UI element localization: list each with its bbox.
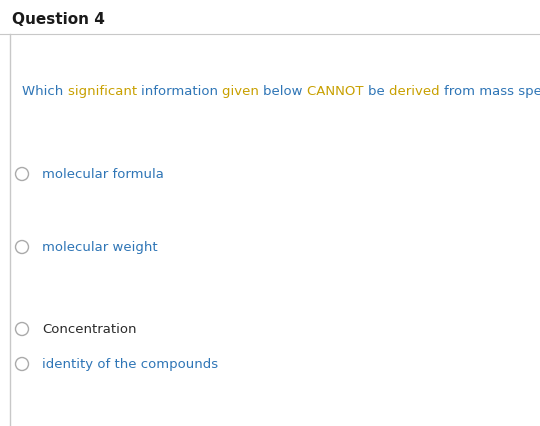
Text: below: below — [264, 85, 307, 98]
Text: molecular formula: molecular formula — [42, 168, 164, 181]
Text: Question 4: Question 4 — [12, 12, 105, 27]
Text: significant: significant — [68, 85, 141, 98]
Text: from mass spectra?: from mass spectra? — [444, 85, 540, 98]
Text: Which: Which — [22, 85, 68, 98]
Text: CANNOT: CANNOT — [307, 85, 368, 98]
Text: given: given — [222, 85, 264, 98]
Text: Concentration: Concentration — [42, 323, 137, 336]
Text: derived: derived — [389, 85, 444, 98]
Text: identity of the compounds: identity of the compounds — [42, 358, 218, 371]
Text: molecular weight: molecular weight — [42, 241, 158, 254]
Text: information: information — [141, 85, 222, 98]
Text: be: be — [368, 85, 389, 98]
